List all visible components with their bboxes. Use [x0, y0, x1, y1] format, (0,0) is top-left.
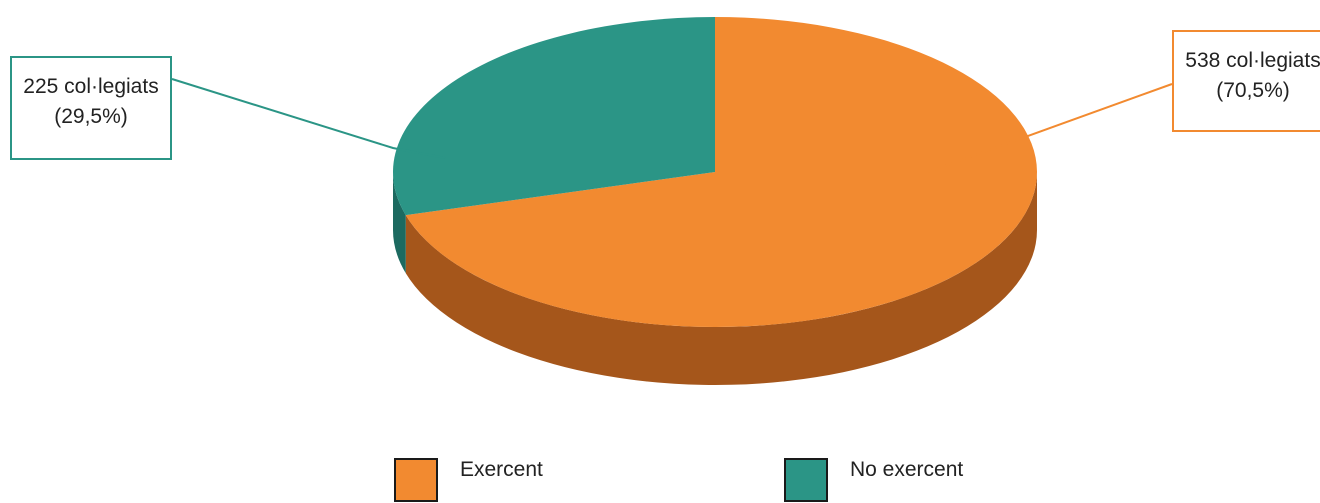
legend-label-exercent: Exercent — [460, 458, 543, 481]
leader-line-exercent — [927, 83, 1173, 173]
data-label-exercent-percent: (70,5%) — [1216, 79, 1290, 102]
data-label-exercent-count: 538 col·legiats — [1185, 49, 1320, 72]
data-label-exercent: 538 col·legiats (70,5%) — [1172, 30, 1320, 132]
pie-side-exercent — [405, 172, 1037, 386]
data-label-no-exercent-percent: (29,5%) — [54, 105, 128, 128]
data-label-no-exercent: 225 col·legiats (29,5%) — [10, 56, 172, 160]
pie-side-no-exercent — [393, 172, 406, 274]
legend-label-no-exercent: No exercent — [850, 458, 964, 481]
legend-swatch-no-exercent — [784, 458, 828, 502]
data-label-no-exercent-count: 225 col·legiats — [23, 75, 159, 98]
pie-slice-no-exercent — [392, 17, 715, 216]
pie-slice-exercent — [405, 17, 1037, 327]
legend-swatch-exercent — [394, 458, 438, 502]
leader-line-no-exercent — [171, 78, 446, 159]
